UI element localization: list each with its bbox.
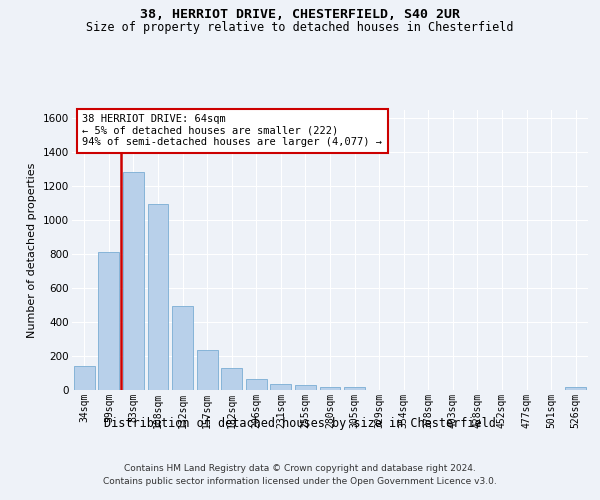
Text: 38, HERRIOT DRIVE, CHESTERFIELD, S40 2UR: 38, HERRIOT DRIVE, CHESTERFIELD, S40 2UR — [140, 8, 460, 20]
Bar — [74, 366, 95, 390]
Bar — [221, 368, 242, 390]
Bar — [246, 379, 267, 390]
Bar — [197, 350, 218, 390]
Bar — [98, 252, 119, 390]
Y-axis label: Number of detached properties: Number of detached properties — [28, 162, 37, 338]
Bar — [344, 388, 365, 390]
Bar — [123, 172, 144, 390]
Text: Distribution of detached houses by size in Chesterfield: Distribution of detached houses by size … — [104, 418, 496, 430]
Text: 38 HERRIOT DRIVE: 64sqm
← 5% of detached houses are smaller (222)
94% of semi-de: 38 HERRIOT DRIVE: 64sqm ← 5% of detached… — [82, 114, 382, 148]
Bar — [271, 384, 292, 390]
Text: Contains HM Land Registry data © Crown copyright and database right 2024.: Contains HM Land Registry data © Crown c… — [124, 464, 476, 473]
Bar — [565, 387, 586, 390]
Text: Size of property relative to detached houses in Chesterfield: Size of property relative to detached ho… — [86, 21, 514, 34]
Bar — [148, 204, 169, 390]
Bar — [172, 306, 193, 390]
Text: Contains public sector information licensed under the Open Government Licence v3: Contains public sector information licen… — [103, 478, 497, 486]
Bar — [295, 385, 316, 390]
Bar — [320, 387, 340, 390]
